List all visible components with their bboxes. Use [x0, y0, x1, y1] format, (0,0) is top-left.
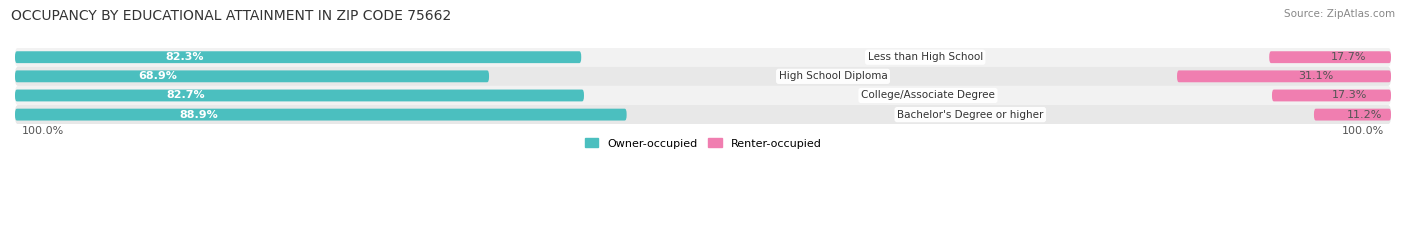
FancyBboxPatch shape: [15, 89, 583, 101]
Text: 11.2%: 11.2%: [1347, 110, 1382, 120]
FancyBboxPatch shape: [1272, 89, 1391, 101]
Text: Less than High School: Less than High School: [868, 52, 983, 62]
FancyBboxPatch shape: [1315, 109, 1391, 120]
Text: 100.0%: 100.0%: [1341, 127, 1384, 137]
Text: Source: ZipAtlas.com: Source: ZipAtlas.com: [1284, 9, 1395, 19]
FancyBboxPatch shape: [15, 70, 489, 82]
Text: 17.3%: 17.3%: [1331, 90, 1367, 100]
Text: College/Associate Degree: College/Associate Degree: [860, 90, 995, 100]
FancyBboxPatch shape: [15, 51, 581, 63]
FancyBboxPatch shape: [15, 86, 1391, 105]
Text: Bachelor's Degree or higher: Bachelor's Degree or higher: [897, 110, 1043, 120]
FancyBboxPatch shape: [15, 105, 1391, 124]
Text: 82.3%: 82.3%: [166, 52, 204, 62]
Text: 68.9%: 68.9%: [138, 71, 177, 81]
FancyBboxPatch shape: [1177, 70, 1391, 82]
Legend: Owner-occupied, Renter-occupied: Owner-occupied, Renter-occupied: [581, 134, 825, 153]
Text: OCCUPANCY BY EDUCATIONAL ATTAINMENT IN ZIP CODE 75662: OCCUPANCY BY EDUCATIONAL ATTAINMENT IN Z…: [11, 9, 451, 23]
Text: High School Diploma: High School Diploma: [779, 71, 887, 81]
FancyBboxPatch shape: [15, 109, 627, 120]
Text: 17.7%: 17.7%: [1330, 52, 1367, 62]
Text: 100.0%: 100.0%: [22, 127, 65, 137]
Text: 88.9%: 88.9%: [179, 110, 218, 120]
FancyBboxPatch shape: [15, 67, 1391, 86]
Text: 82.7%: 82.7%: [166, 90, 205, 100]
FancyBboxPatch shape: [15, 48, 1391, 67]
Text: 31.1%: 31.1%: [1299, 71, 1334, 81]
FancyBboxPatch shape: [1270, 51, 1391, 63]
